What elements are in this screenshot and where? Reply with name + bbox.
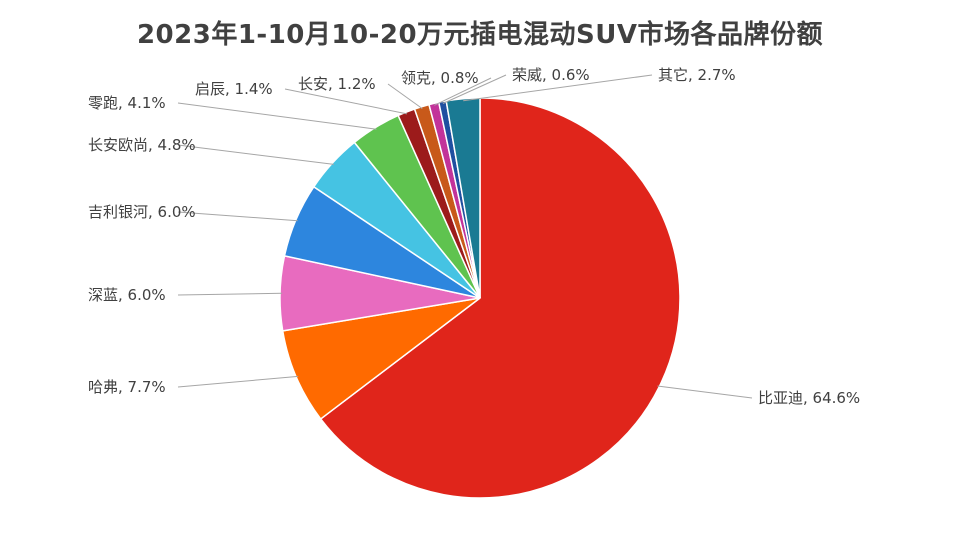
data-label: 哈弗, 7.7% [88,378,166,396]
data-labels: 比亚迪, 64.6% 哈弗, 7.7% 深蓝, 6.0% 吉利银河, 6.0% 长安欧尚… [88,66,860,407]
leader-line [177,102,377,130]
leader-line [177,375,299,388]
data-label: 领克, 0.8% [401,69,479,87]
leader-line [442,74,507,104]
chart-title: 2023年1-10月10-20万元插电混动SUV市场各品牌份额 [136,20,824,50]
leader-line [657,385,753,399]
leader-line [177,211,298,222]
leader-line [177,144,334,165]
pie-slices [279,97,681,499]
data-label: 零跑, 4.1% [88,94,166,112]
data-label: 长安欧尚, 4.8% [88,136,196,154]
data-label: 启辰, 1.4% [195,80,273,98]
data-label: 荣威, 0.6% [512,66,590,84]
leader-line [463,74,653,102]
pie-slice [281,297,481,420]
leader-lines [177,74,753,399]
leader-line [434,77,492,106]
data-label: 比亚迪, 64.6% [758,389,860,407]
leader-line [177,292,283,296]
pie-slice [319,97,681,499]
data-label: 其它, 2.7% [658,66,736,84]
data-label: 长安, 1.2% [298,75,376,93]
leader-line [387,83,423,110]
leader-line [284,88,408,115]
data-label: 深蓝, 6.0% [88,286,166,304]
data-label: 吉利银河, 6.0% [88,203,196,221]
